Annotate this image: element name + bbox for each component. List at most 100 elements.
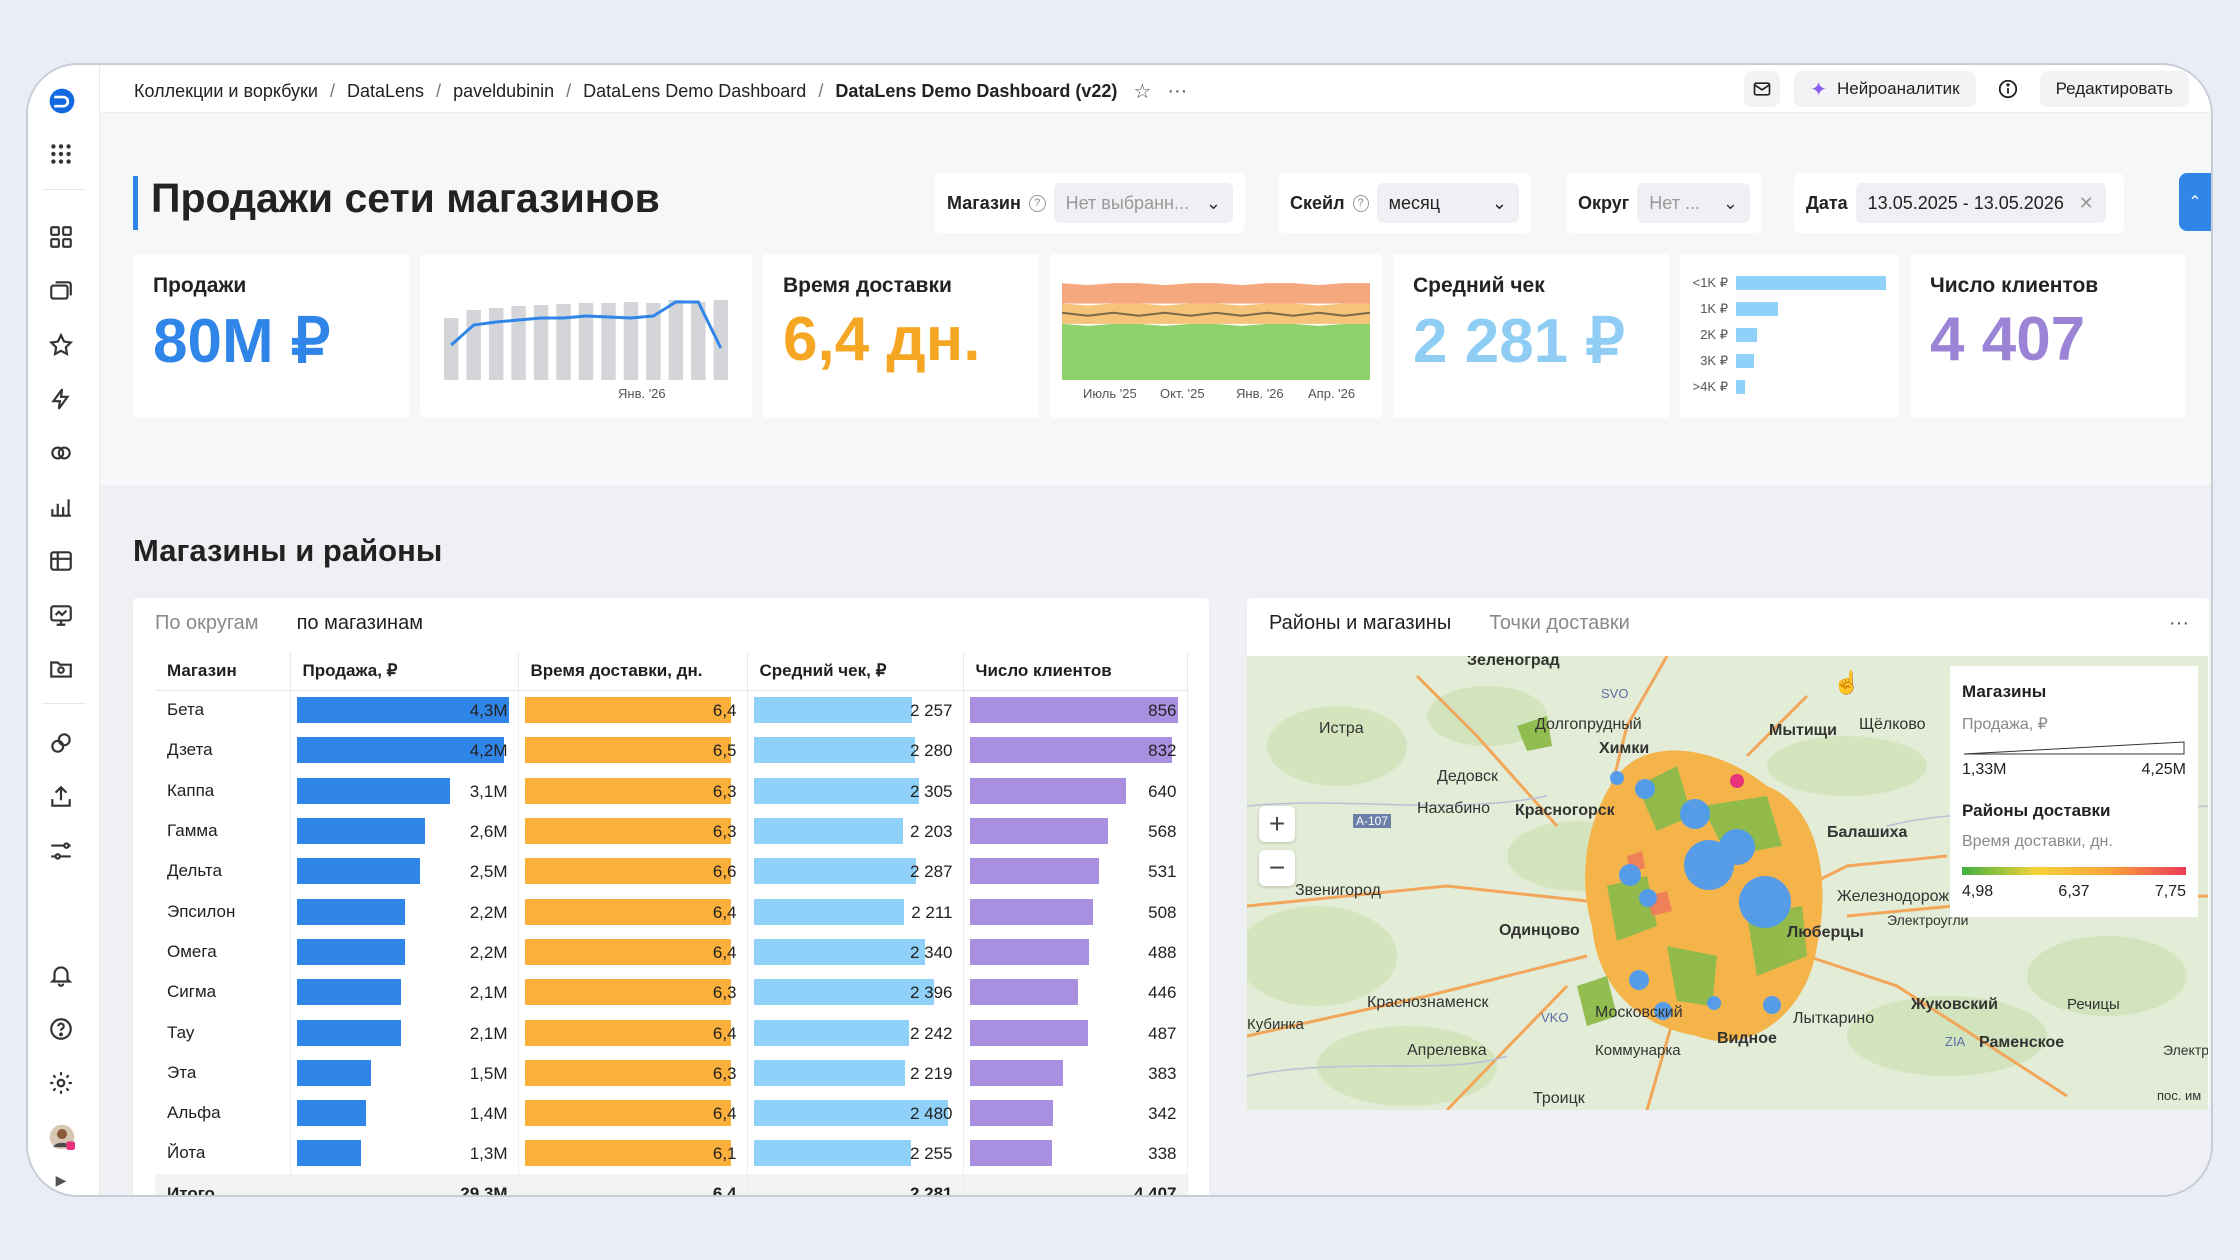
lightning-icon[interactable]	[46, 384, 76, 414]
favorite-star-icon[interactable]: ☆	[1133, 81, 1152, 103]
dashboard-icon[interactable]	[46, 222, 76, 252]
help-icon[interactable]	[46, 1014, 76, 1044]
value-check: 2 287	[909, 862, 953, 882]
stores-table-panel: По округам по магазинам Магазин Продажа,…	[133, 598, 1209, 1195]
breadcrumb-item[interactable]: DataLens Demo Dashboard	[583, 81, 807, 101]
bar-check	[753, 737, 915, 764]
bell-icon[interactable]	[46, 960, 76, 990]
clear-icon[interactable]: ✕	[2078, 192, 2094, 213]
table-row[interactable]: Альфа 1,4M 6,4 2 480 342	[155, 1092, 1188, 1134]
bar-clients	[969, 818, 1108, 845]
cell-clients: 342	[963, 1092, 1188, 1134]
breadcrumb-item[interactable]: paveldubinin	[453, 81, 555, 101]
table-row[interactable]: Сигма 2,1M 6,3 2 396 446	[155, 972, 1188, 1013]
cell-delivery: 6,1	[518, 1133, 748, 1174]
table-row[interactable]: Йота 1,3M 6,1 2 255 338	[155, 1133, 1188, 1174]
table-row[interactable]: Бета 4,3M 6,4 2 257 856	[155, 690, 1188, 731]
more-icon[interactable]: ···	[2169, 612, 2189, 634]
collections-icon[interactable]	[46, 276, 76, 306]
assistant-button[interactable]: ✦ Нейроаналитик	[1794, 71, 1976, 107]
legend-tick: 6,37	[2058, 883, 2090, 900]
table-row[interactable]: Омега 2,2M 6,4 2 340 488	[155, 931, 1188, 973]
map-label: Коммунарка	[1595, 1042, 1681, 1059]
table-row[interactable]: Тау 2,1M 6,4 2 242 487	[155, 1012, 1188, 1053]
bar-sales	[296, 737, 504, 764]
bar-clients	[969, 737, 1172, 764]
datasets-icon[interactable]	[46, 546, 76, 576]
apps-grid-icon[interactable]	[46, 139, 76, 169]
info-icon[interactable]	[1990, 71, 2026, 107]
zoom-in-button[interactable]: +	[1259, 806, 1295, 842]
bar-check	[753, 1059, 905, 1086]
table-row[interactable]: Эпсилон 2,2M 6,4 2 211 508	[155, 891, 1188, 932]
value-clients: 832	[1148, 741, 1177, 761]
help-icon[interactable]: ?	[1028, 194, 1046, 212]
more-icon[interactable]: ···	[1167, 80, 1188, 102]
sales-trend-svg: Янв. '26	[444, 300, 728, 401]
delivery-area	[1062, 323, 1370, 380]
settings-sliders-icon[interactable]	[46, 836, 76, 866]
column-header[interactable]: Магазин	[155, 652, 291, 691]
zoom-out-button[interactable]: −	[1259, 850, 1295, 886]
avatar[interactable]	[44, 1119, 80, 1155]
upload-icon[interactable]	[46, 782, 76, 812]
table-row[interactable]: Гамма 2,6M 6,3 2 203 568	[155, 810, 1188, 852]
datalens-logo-icon[interactable]	[42, 81, 82, 121]
folder-icon[interactable]	[46, 654, 76, 684]
store-name: Гамма	[155, 810, 291, 852]
column-header[interactable]: Средний чек, ₽	[747, 652, 964, 691]
gear-icon[interactable]	[46, 1068, 76, 1098]
left-rail: ▶	[28, 65, 100, 1195]
value-delivery: 6,3	[712, 781, 737, 801]
breadcrumb-item[interactable]: Коллекции и воркбуки	[134, 81, 318, 101]
tab-by-district[interactable]: По округам	[155, 612, 259, 634]
value-check: 2 255	[909, 1144, 953, 1164]
mail-icon[interactable]	[1744, 71, 1781, 107]
star-icon[interactable]	[46, 330, 76, 360]
column-header[interactable]: Продажа, ₽	[290, 652, 519, 691]
column-header[interactable]: Время доставки, дн.	[518, 652, 748, 691]
value-clients: 568	[1148, 822, 1177, 842]
table-row[interactable]: Дзета 4,2M 6,5 2 280 832	[155, 730, 1188, 771]
reports-icon[interactable]	[46, 600, 76, 630]
map-label: VKO	[1541, 1010, 1569, 1025]
map[interactable]: + − ☝ Зеленоград SVO Истра Долгопрудный …	[1247, 656, 2208, 1110]
cell-check: 2 211	[747, 891, 964, 932]
table-row[interactable]: Каппа 3,1M 6,3 2 305 640	[155, 770, 1188, 811]
help-icon[interactable]: ?	[1352, 194, 1369, 212]
expand-rail-icon[interactable]: ▶	[55, 1171, 67, 1188]
filter-shop-select[interactable]: Нет выбранн... ⌄	[1053, 183, 1233, 223]
column-header[interactable]: Число клиентов	[963, 652, 1188, 691]
cell-clients: 508	[963, 891, 1188, 932]
cell-clients: 383	[963, 1052, 1188, 1093]
filter-date-input[interactable]: 13.05.2025 - 13.05.2026 ✕	[1855, 183, 2106, 223]
cell-check: 2 280	[747, 730, 964, 771]
extensions-icon[interactable]	[46, 728, 76, 758]
bar-check	[753, 938, 925, 965]
table-row[interactable]: Дельта 2,5M 6,6 2 287 531	[155, 851, 1188, 892]
store-name: Тау	[155, 1012, 291, 1053]
connections-icon[interactable]	[46, 438, 76, 468]
y-tick-label: >4K ₽	[1693, 379, 1728, 394]
cell-clients: 568	[963, 810, 1188, 852]
tab-by-store[interactable]: по магазинам	[296, 612, 423, 634]
edit-button[interactable]: Редактировать	[2039, 71, 2189, 107]
cell-check: 2 242	[747, 1012, 964, 1053]
filter-district-select[interactable]: Нет ... ⌄	[1637, 183, 1750, 223]
breadcrumb-item[interactable]: DataLens	[346, 81, 425, 101]
filter-scale-select[interactable]: месяц ⌄	[1376, 183, 1519, 223]
filter-district-label: Округ	[1578, 192, 1630, 213]
value-delivery: 6,4	[712, 701, 737, 721]
table-row[interactable]: Эта 1,5M 6,3 2 219 383	[155, 1052, 1188, 1093]
charts-icon[interactable]	[46, 492, 76, 522]
sales-trend-chart: Янв. '26	[420, 254, 752, 418]
title-accent	[133, 176, 138, 230]
value-clients: 856	[1148, 701, 1177, 721]
collapse-filters-icon[interactable]: ⌃	[2179, 173, 2211, 231]
map-label: Электро	[2163, 1042, 2208, 1058]
tab-delivery-points[interactable]: Точки доставки	[1489, 612, 1630, 634]
cell-delivery: 6,4	[518, 690, 748, 731]
tab-districts-stores[interactable]: Районы и магазины	[1269, 612, 1452, 634]
value-delivery: 6,3	[712, 1063, 737, 1083]
value-check: 2 219	[909, 1063, 953, 1083]
